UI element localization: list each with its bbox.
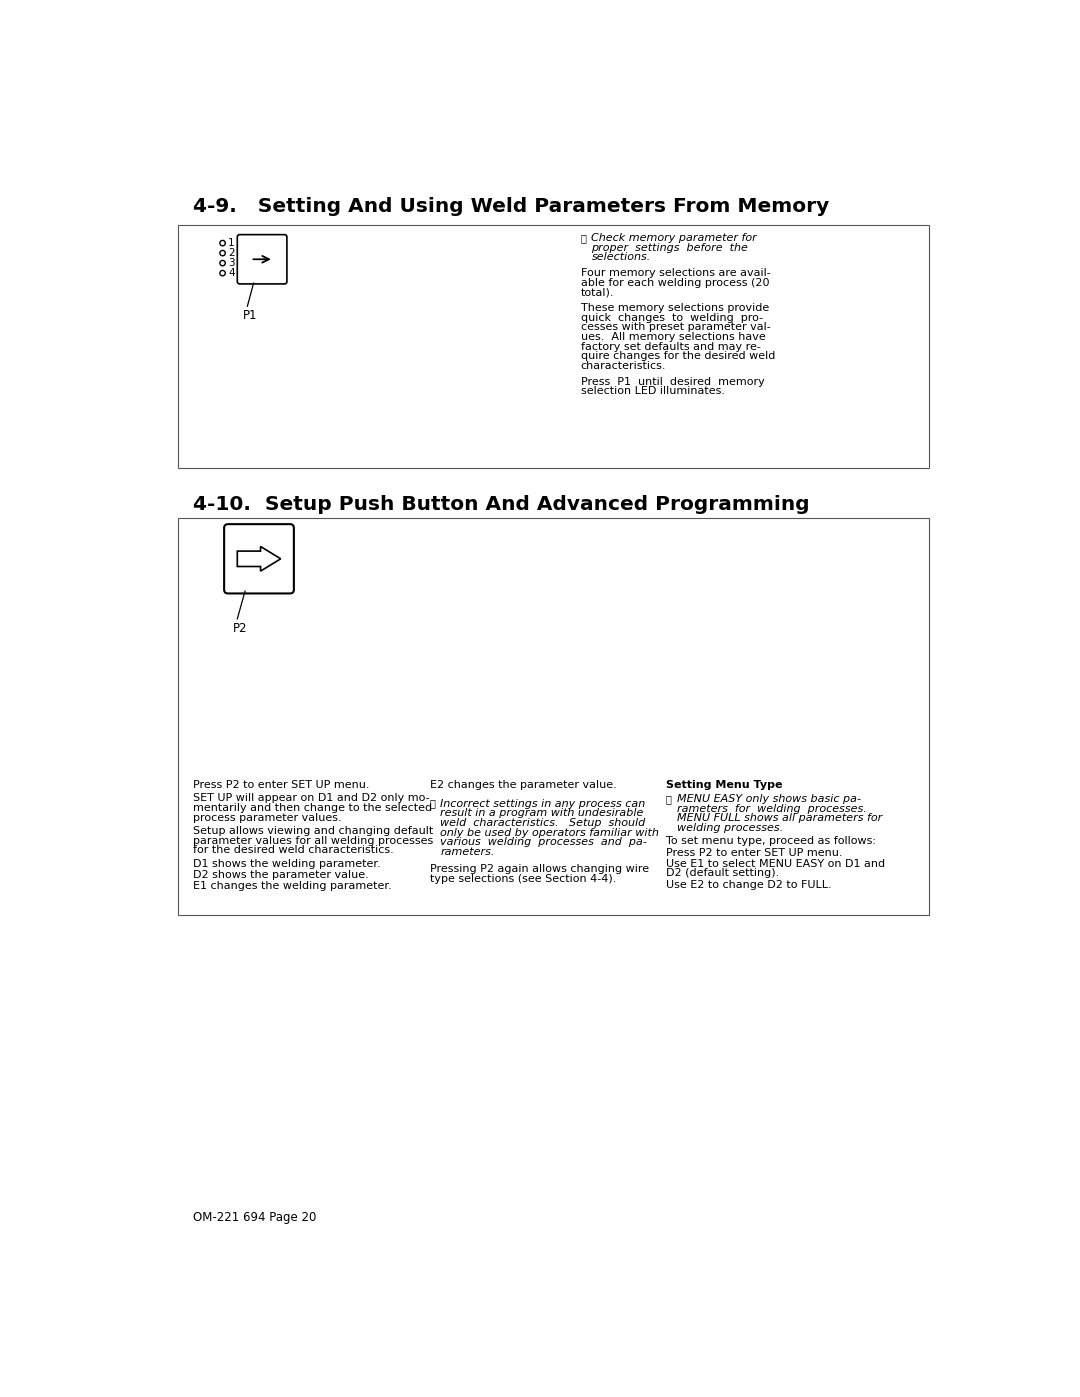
Text: parameter values for all welding processes: parameter values for all welding process… — [193, 835, 433, 845]
Text: OM-221 694 Page 20: OM-221 694 Page 20 — [193, 1211, 316, 1224]
Text: Press  P1  until  desired  memory: Press P1 until desired memory — [581, 377, 765, 387]
Text: Four memory selections are avail-: Four memory selections are avail- — [581, 268, 770, 278]
Text: 2: 2 — [228, 249, 234, 258]
Text: cesses with preset parameter val-: cesses with preset parameter val- — [581, 323, 770, 332]
Text: These memory selections provide: These memory selections provide — [581, 303, 769, 313]
Text: Use E2 to change D2 to FULL.: Use E2 to change D2 to FULL. — [666, 880, 832, 890]
Text: selections.: selections. — [592, 253, 651, 263]
FancyBboxPatch shape — [177, 518, 930, 915]
Text: factory set defaults and may re-: factory set defaults and may re- — [581, 342, 760, 352]
Text: quire changes for the desired weld: quire changes for the desired weld — [581, 351, 775, 362]
Text: Setup allows viewing and changing default: Setup allows viewing and changing defaul… — [193, 826, 433, 835]
Text: Use E1 to select MENU EASY on D1 and: Use E1 to select MENU EASY on D1 and — [666, 859, 885, 869]
Text: various  welding  processes  and  pa-: various welding processes and pa- — [441, 837, 647, 847]
Text: welding processes.: welding processes. — [677, 823, 783, 833]
Text: mentarily and then change to the selected: mentarily and then change to the selecte… — [193, 803, 432, 813]
FancyBboxPatch shape — [225, 524, 294, 594]
FancyBboxPatch shape — [177, 225, 930, 468]
Text: 4: 4 — [228, 268, 234, 278]
Text: Check memory parameter for: Check memory parameter for — [592, 233, 757, 243]
Text: Pressing P2 again allows changing wire: Pressing P2 again allows changing wire — [430, 865, 649, 875]
Text: rameters  for  welding  processes.: rameters for welding processes. — [677, 803, 866, 813]
Text: P2: P2 — [232, 622, 247, 636]
Text: 4-9.   Setting And Using Weld Parameters From Memory: 4-9. Setting And Using Weld Parameters F… — [193, 197, 829, 217]
Text: SET UP will appear on D1 and D2 only mo-: SET UP will appear on D1 and D2 only mo- — [193, 793, 430, 803]
Text: To set menu type, proceed as follows:: To set menu type, proceed as follows: — [666, 837, 876, 847]
Text: result in a program with undesirable: result in a program with undesirable — [441, 809, 644, 819]
Text: P1: P1 — [243, 309, 257, 323]
Text: D1 shows the welding parameter.: D1 shows the welding parameter. — [193, 859, 381, 869]
Text: Press P2 to enter SET UP menu.: Press P2 to enter SET UP menu. — [666, 848, 842, 858]
Text: Incorrect settings in any process can: Incorrect settings in any process can — [441, 799, 646, 809]
Text: E1 changes the welding parameter.: E1 changes the welding parameter. — [193, 882, 392, 891]
Text: weld  characteristics.   Setup  should: weld characteristics. Setup should — [441, 817, 646, 828]
Text: for the desired weld characteristics.: for the desired weld characteristics. — [193, 845, 394, 855]
Text: quick  changes  to  welding  pro-: quick changes to welding pro- — [581, 313, 762, 323]
Text: total).: total). — [581, 288, 615, 298]
Text: ⭳: ⭳ — [666, 793, 672, 805]
Text: E2 changes the parameter value.: E2 changes the parameter value. — [430, 780, 617, 789]
Text: characteristics.: characteristics. — [581, 360, 666, 372]
Text: 3: 3 — [228, 258, 234, 268]
Text: process parameter values.: process parameter values. — [193, 813, 341, 823]
Text: D2 (default setting).: D2 (default setting). — [666, 869, 779, 879]
Text: Press P2 to enter SET UP menu.: Press P2 to enter SET UP menu. — [193, 780, 369, 789]
Text: selection LED illuminates.: selection LED illuminates. — [581, 387, 725, 397]
Text: D2 shows the parameter value.: D2 shows the parameter value. — [193, 870, 369, 880]
Text: proper  settings  before  the: proper settings before the — [592, 243, 748, 253]
Text: MENU EASY only shows basic pa-: MENU EASY only shows basic pa- — [677, 793, 861, 805]
Text: ⭳: ⭳ — [430, 799, 435, 809]
Text: Setting Menu Type: Setting Menu Type — [666, 780, 782, 789]
Text: only be used by operators familiar with: only be used by operators familiar with — [441, 827, 659, 838]
FancyBboxPatch shape — [238, 235, 287, 284]
Text: ues.  All memory selections have: ues. All memory selections have — [581, 332, 766, 342]
Text: able for each welding process (20: able for each welding process (20 — [581, 278, 769, 288]
Text: MENU FULL shows all parameters for: MENU FULL shows all parameters for — [677, 813, 882, 823]
Text: type selections (see Section 4-4).: type selections (see Section 4-4). — [430, 873, 616, 884]
Text: ⭳: ⭳ — [581, 233, 586, 243]
Text: 4-10.  Setup Push Button And Advanced Programming: 4-10. Setup Push Button And Advanced Pro… — [193, 495, 810, 514]
Text: rameters.: rameters. — [441, 847, 495, 856]
Text: 1: 1 — [228, 237, 234, 249]
